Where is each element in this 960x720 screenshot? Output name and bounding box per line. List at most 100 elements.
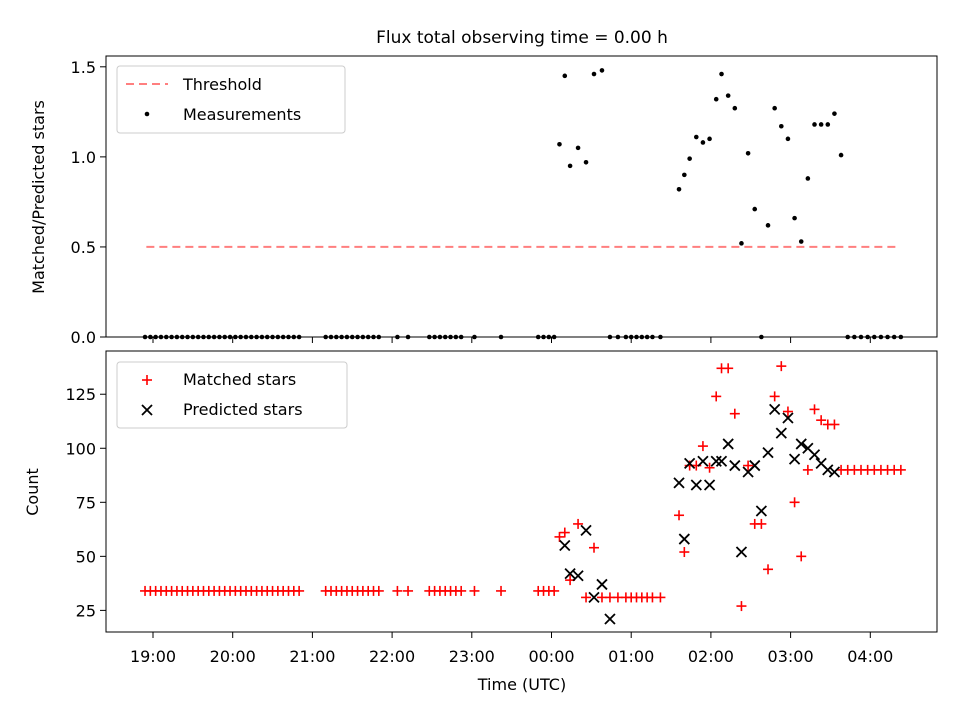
matched-star-point (373, 585, 384, 596)
x-tick-label: 19:00 (130, 647, 176, 666)
matched-star-point (704, 462, 715, 473)
count-plot-frame (105, 350, 938, 633)
matched-star-point (729, 408, 740, 419)
measurement-point (707, 136, 712, 142)
predicted-star-point (775, 427, 787, 439)
measurement-point (591, 71, 597, 77)
legend-x-marker (141, 404, 153, 416)
legend-plus-marker (142, 375, 152, 385)
matched-star-point (655, 592, 666, 603)
measurement-point (779, 123, 784, 129)
count-y-tick-label: 100 (65, 439, 96, 458)
predicted-star-point (762, 446, 774, 459)
matched-star-point (711, 391, 722, 402)
ratio-y-tick-label: 1.0 (71, 148, 96, 167)
count-y-tick-label: 125 (65, 385, 96, 404)
x-tick-label: 02:00 (688, 647, 734, 666)
count-y-axis: 25 50 75 100 125 (65, 385, 106, 620)
matched-star-point (549, 585, 560, 596)
matched-star-point (809, 404, 820, 415)
matched-star-point (782, 406, 793, 417)
measurement-point (752, 206, 758, 212)
ratio-y-axis: 0.0 0.5 1.0 1.5 (71, 58, 106, 347)
ratio-y-tick-label: 1.5 (71, 58, 96, 77)
count-y-tick-label: 25 (76, 601, 96, 620)
measurement-point (557, 141, 562, 147)
matched-star-point (776, 361, 787, 372)
legend-matched-label: Matched stars (183, 370, 296, 389)
matched-star-point (802, 464, 813, 475)
matched-star-point (392, 585, 403, 596)
matched-star-point (456, 585, 467, 596)
measurement-point (792, 215, 797, 221)
measurement-point (745, 150, 751, 156)
x-tick-label: 04:00 (847, 647, 893, 666)
matched-star-point (816, 415, 827, 426)
measurement-point (719, 71, 724, 77)
predicted-star-point (808, 449, 821, 461)
predicted-star-point (604, 613, 616, 625)
predicted-star-point (572, 570, 584, 582)
matched-star-point (674, 510, 685, 521)
count-legend-box (116, 361, 348, 429)
measurement-point (713, 96, 719, 102)
measurement-point (838, 152, 844, 158)
matched-star-point (743, 460, 754, 471)
count-panel: 25 50 75 100 125 19:00 20:00 21:00 22:00 23:00 00… (23, 350, 938, 694)
x-tick-label: 23:00 (449, 647, 495, 666)
predicted-star-point (749, 459, 761, 472)
predicted-star-point (822, 464, 834, 476)
predicted-star-point (588, 591, 600, 604)
ratio-y-tick-label: 0.0 (71, 328, 96, 347)
predicted-star-point (684, 457, 696, 470)
measurement-point (583, 159, 589, 165)
matched-star-point (796, 551, 807, 562)
measurement-point (739, 241, 744, 246)
x-tick-label: 21:00 (289, 647, 335, 666)
measurement-point (599, 68, 605, 73)
x-tick-label: 00:00 (528, 647, 574, 666)
measurement-point (676, 186, 682, 192)
predicted-star-point (715, 455, 728, 467)
ratio-y-label: Matched/Predicted stars (29, 100, 48, 294)
matched-star-point (769, 391, 780, 402)
matched-star-point (294, 585, 305, 596)
measurement-point (772, 105, 777, 111)
matched-star-point (589, 542, 600, 553)
matched-star-point (697, 441, 708, 452)
measurement-point (805, 176, 811, 181)
predicted-star-point (697, 455, 709, 467)
ratio-plot-frame (105, 55, 938, 338)
measurement-point (765, 223, 771, 228)
matched-star-point (496, 585, 507, 596)
count-legend: Matched stars Predicted stars (116, 361, 348, 429)
x-tick-label: 22:00 (369, 647, 415, 666)
matched-star-point (679, 547, 690, 558)
measurement-point (687, 156, 692, 161)
predicted-stars-points (559, 403, 841, 625)
figure-title: Flux total observing time = 0.00 h (376, 28, 668, 48)
measurement-point (825, 122, 831, 127)
predicted-star-point (564, 568, 576, 580)
matched-star-point (573, 518, 584, 529)
predicted-star-point (788, 453, 801, 465)
measurement-point (575, 145, 581, 151)
measurement-point (567, 163, 573, 169)
predicted-star-point (673, 477, 685, 489)
predicted-star-point (580, 524, 592, 537)
matched-star-point (829, 419, 840, 430)
x-tick-label: 01:00 (608, 647, 654, 666)
predicted-star-point (596, 578, 608, 591)
predicted-star-point (755, 505, 768, 517)
measurement-point (798, 239, 804, 244)
legend-predicted-label: Predicted stars (183, 400, 303, 419)
ratio-legend: Threshold Measurements (116, 65, 346, 134)
matched-star-point (403, 585, 414, 596)
legend-threshold-label: Threshold (182, 75, 262, 94)
x-axis-label: Time (UTC) (477, 675, 566, 694)
predicted-star-point (703, 479, 716, 491)
predicted-star-point (735, 546, 748, 558)
predicted-star-point (690, 479, 702, 491)
predicted-star-point (795, 438, 807, 450)
